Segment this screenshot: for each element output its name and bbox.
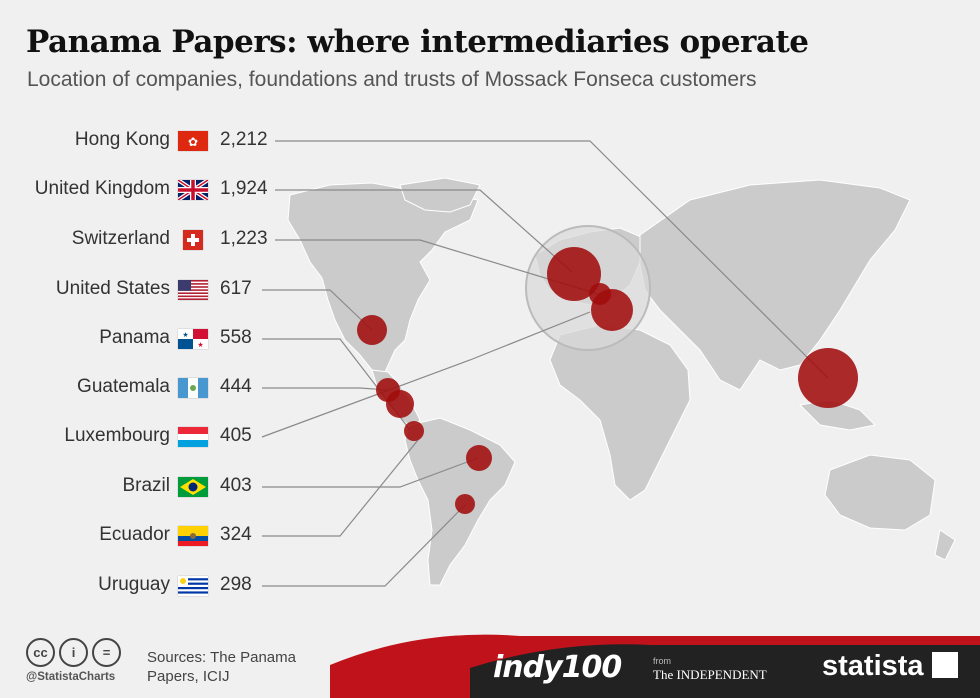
united-states-flag-icon bbox=[178, 280, 208, 300]
country-label: Luxembourg bbox=[64, 425, 170, 446]
value-label: 444 bbox=[220, 376, 252, 397]
value-label: 298 bbox=[220, 574, 252, 595]
bubble-uruguay bbox=[455, 494, 475, 514]
leader-line-ecuador bbox=[262, 439, 419, 537]
value-label: 2,212 bbox=[220, 129, 268, 150]
leader-line-hong-kong bbox=[275, 140, 829, 379]
country-label: Brazil bbox=[122, 475, 170, 496]
uruguay-flag-icon bbox=[178, 576, 208, 596]
statista-wordmark: statista bbox=[822, 650, 924, 682]
no-derivatives-icon: = bbox=[92, 638, 121, 667]
statista-handle: @StatistaCharts bbox=[26, 671, 116, 683]
value-label: 558 bbox=[220, 327, 252, 348]
row-united-states: United States 617 bbox=[0, 275, 260, 305]
footer-dark bbox=[470, 644, 980, 698]
greenland-landmass bbox=[399, 177, 481, 213]
country-label: Panama bbox=[99, 327, 170, 348]
statista-mark-icon bbox=[931, 652, 958, 678]
attribution-icon: i bbox=[59, 638, 88, 667]
independent-logo: The INDEPENDENT bbox=[653, 667, 767, 682]
asia-landmass bbox=[639, 179, 911, 391]
guatemala-flag-icon bbox=[178, 378, 208, 398]
leader-line-guatemala bbox=[262, 387, 389, 391]
new-zealand-landmass bbox=[934, 529, 956, 561]
country-label: United Kingdom bbox=[34, 178, 170, 199]
bubble-panama bbox=[404, 421, 424, 441]
panama-flag-icon: ★ ★ bbox=[178, 329, 208, 349]
row-uruguay: Uruguay 298 bbox=[0, 571, 260, 601]
bubble-united-kingdom bbox=[547, 247, 601, 301]
country-label: Uruguay bbox=[98, 574, 170, 595]
country-label: Hong Kong bbox=[74, 129, 170, 150]
value-label: 617 bbox=[220, 278, 252, 299]
country-label: Guatemala bbox=[77, 376, 170, 397]
bubble-brazil bbox=[466, 445, 492, 471]
africa-landmass bbox=[549, 324, 691, 501]
australia-landmass bbox=[824, 454, 936, 531]
value-label: 324 bbox=[220, 524, 252, 545]
leader-line-united-kingdom bbox=[275, 189, 573, 273]
value-label: 1,223 bbox=[220, 228, 268, 249]
country-label: Switzerland bbox=[71, 228, 170, 249]
country-label: United States bbox=[55, 278, 170, 299]
svg-text:★: ★ bbox=[182, 331, 188, 339]
svg-text:★: ★ bbox=[197, 341, 203, 349]
brazil-flag-icon bbox=[178, 477, 208, 497]
leader-line-switzerland bbox=[275, 239, 599, 295]
row-united-kingdom: United Kingdom 1,924 bbox=[0, 175, 268, 205]
row-hong-kong: Hong Kong ✿ 2,212 bbox=[0, 126, 268, 156]
bubbles bbox=[357, 247, 858, 514]
row-guatemala: Guatemala 444 bbox=[0, 373, 260, 403]
hong-kong-flag-icon: ✿ bbox=[178, 131, 208, 151]
sources-note: Sources: The Panama Papers, ICIJ bbox=[147, 649, 296, 685]
row-brazil: Brazil 403 bbox=[0, 472, 260, 502]
united-kingdom-flag-icon bbox=[176, 178, 210, 202]
row-switzerland: Switzerland 1,223 bbox=[0, 225, 268, 255]
bubble-united-states bbox=[357, 315, 387, 345]
leader-lines bbox=[261, 140, 829, 587]
switzerland-flag-icon bbox=[183, 230, 203, 250]
value-label: 405 bbox=[220, 425, 252, 446]
row-ecuador: Ecuador 324 bbox=[0, 521, 260, 551]
ecuador-flag-icon bbox=[178, 526, 208, 546]
license-icons: cc i = bbox=[26, 638, 125, 667]
from-label: from bbox=[653, 656, 671, 666]
leader-line-united-states bbox=[262, 289, 373, 331]
bubble-luxembourg bbox=[589, 283, 611, 305]
svg-text:✿: ✿ bbox=[188, 135, 198, 149]
row-luxembourg: Luxembourg 405 bbox=[0, 422, 260, 452]
luxembourg-flag-icon bbox=[178, 427, 208, 447]
indy100-logo: indy100 bbox=[493, 650, 622, 685]
leader-line-uruguay bbox=[262, 504, 466, 587]
country-label: Ecuador bbox=[99, 524, 170, 545]
leader-line-luxembourg bbox=[261, 311, 591, 438]
value-label: 403 bbox=[220, 475, 252, 496]
creative-commons-icon: cc bbox=[26, 638, 55, 667]
page-subtitle: Location of companies, foundations and t… bbox=[27, 68, 757, 91]
statista-logo: statista bbox=[822, 650, 958, 683]
value-label: 1,924 bbox=[220, 178, 268, 199]
page-title: Panama Papers: where intermediaries oper… bbox=[26, 24, 809, 60]
bubble-guatemala-2 bbox=[386, 390, 414, 418]
leader-line-brazil bbox=[262, 457, 479, 488]
bubble-hong-kong bbox=[798, 348, 858, 408]
row-panama: Panama ★ ★ 558 bbox=[0, 324, 260, 354]
